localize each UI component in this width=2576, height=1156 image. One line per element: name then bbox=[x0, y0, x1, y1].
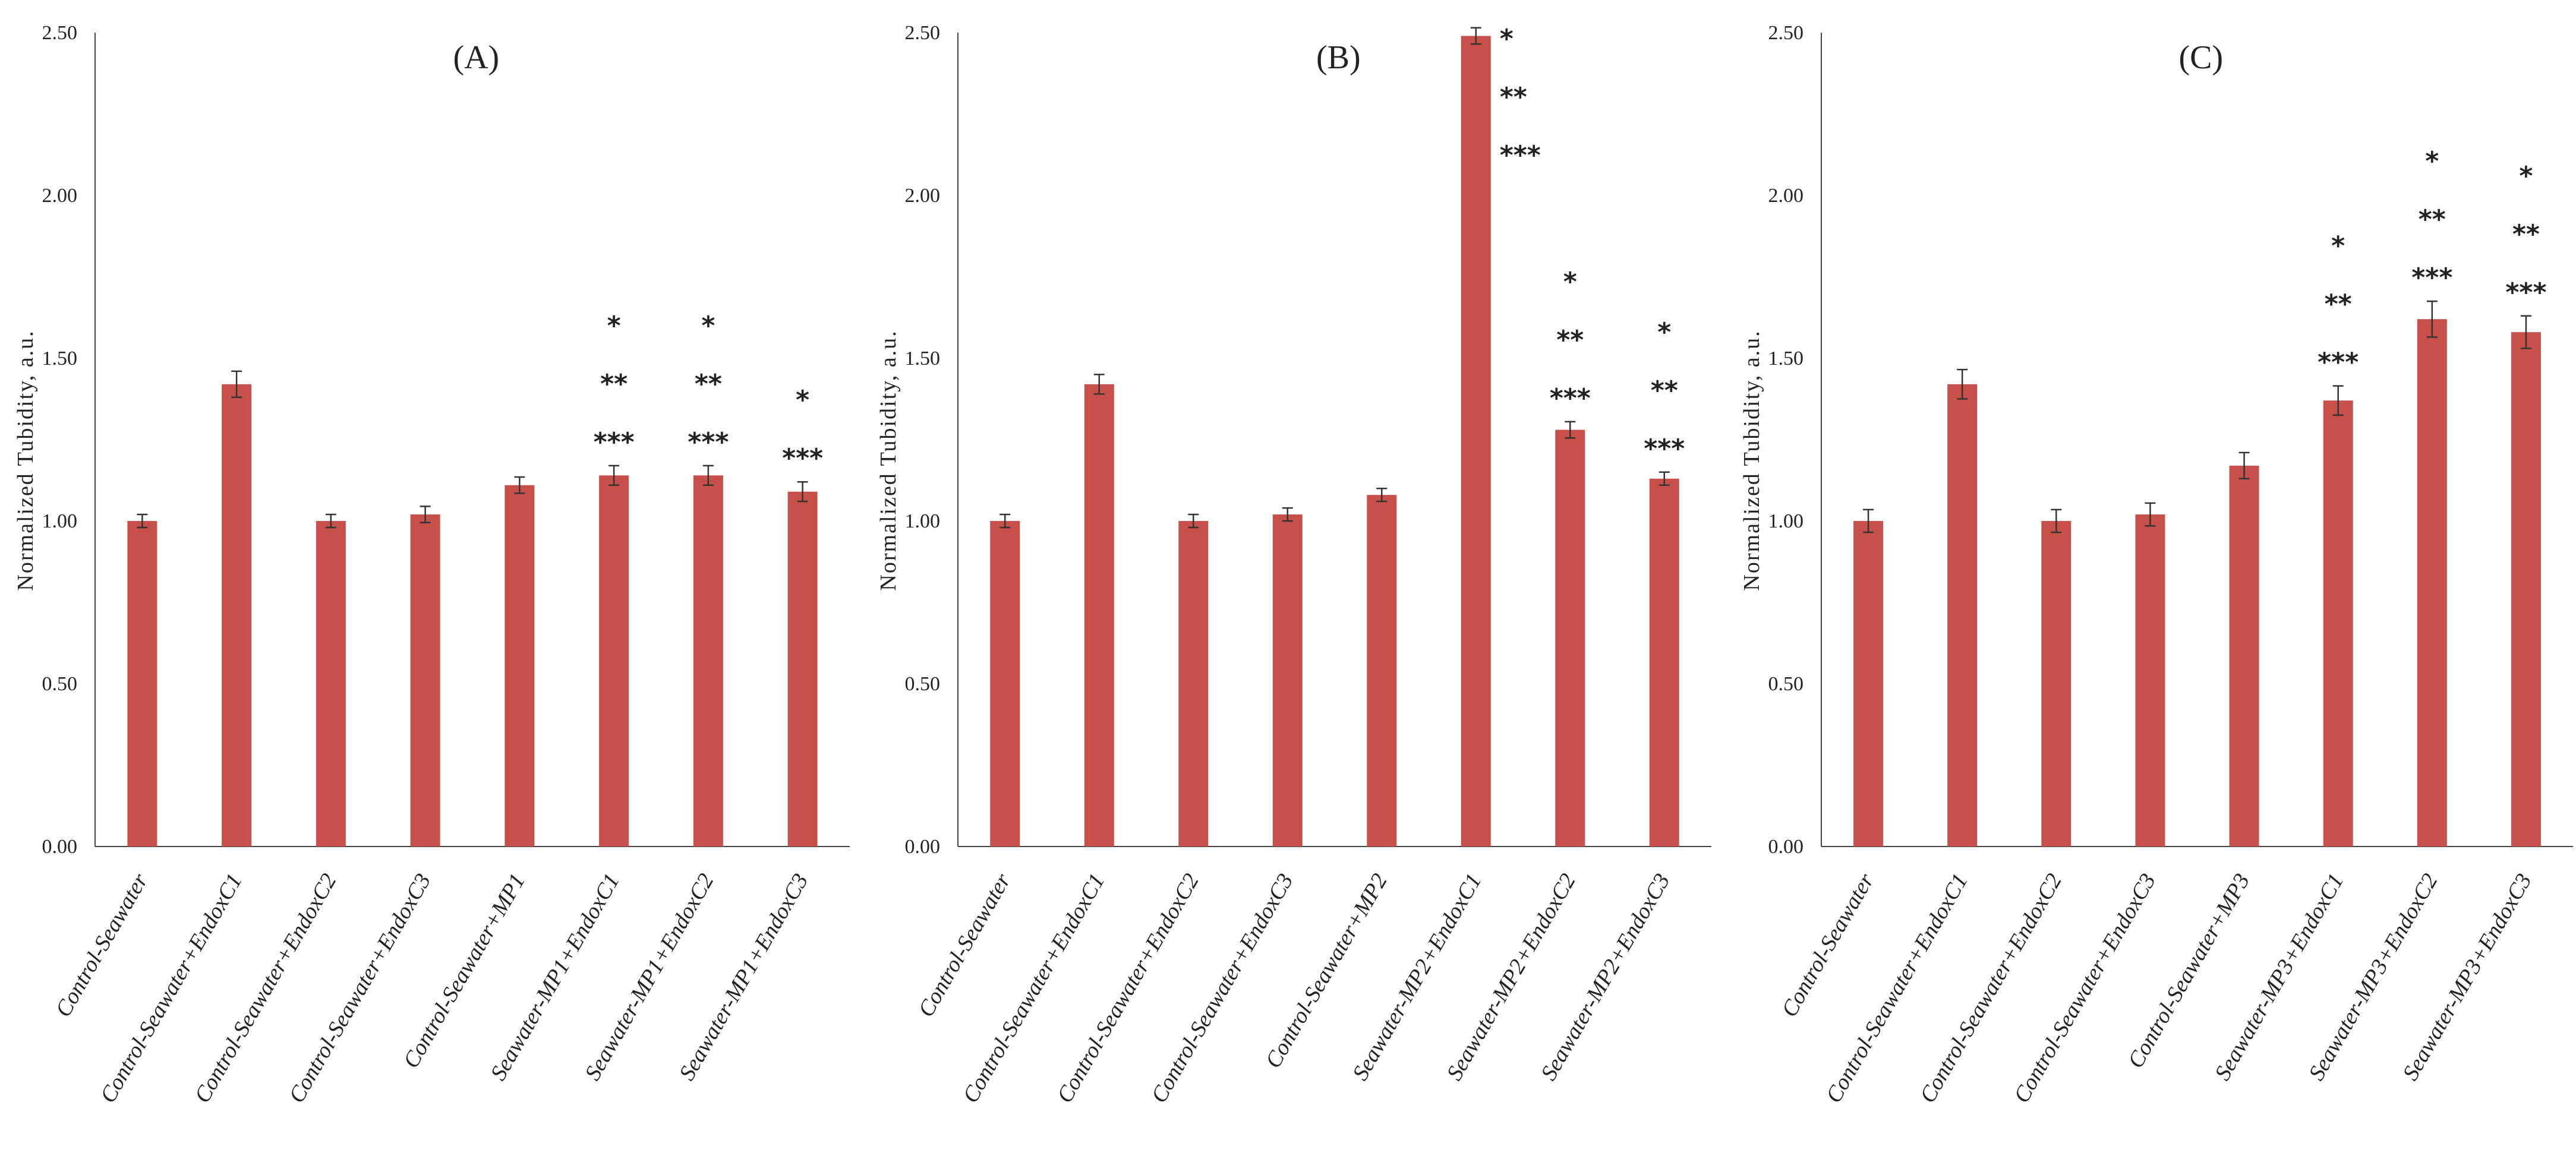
significance-marker: *** bbox=[2411, 263, 2452, 293]
y-tick-label: 0.50 bbox=[1768, 673, 1804, 695]
significance-marker: * bbox=[796, 385, 809, 415]
y-tick-label: 0.50 bbox=[42, 673, 78, 695]
y-tick-label: 2.00 bbox=[1768, 185, 1804, 207]
significance-marker: ** bbox=[600, 369, 628, 399]
chart-panel-3: 0.00 0.50 1.00 1.50 2.00 2.50 Normalized Tubid… bbox=[1739, 22, 2573, 1107]
bar bbox=[127, 521, 157, 847]
bar bbox=[2135, 514, 2165, 847]
bar bbox=[410, 514, 440, 847]
significance-marker: * bbox=[2425, 146, 2439, 176]
chart-panel-1: 0.00 0.50 1.00 1.50 2.00 2.50 Normalized Tubid… bbox=[13, 22, 850, 1107]
significance-marker: *** bbox=[2505, 277, 2546, 308]
significance-marker: ** bbox=[1556, 325, 1584, 355]
y-tick-label: 2.50 bbox=[1768, 22, 1804, 44]
significance-marker: * bbox=[2331, 231, 2345, 261]
bar bbox=[1555, 429, 1585, 847]
bar bbox=[1367, 495, 1397, 847]
significance-marker: ** bbox=[1651, 375, 1678, 406]
bar bbox=[1272, 514, 1303, 847]
bar bbox=[505, 485, 535, 847]
y-tick-label: 0.50 bbox=[905, 673, 941, 695]
bar bbox=[2041, 521, 2071, 847]
bar bbox=[990, 521, 1020, 847]
y-tick-label: 2.50 bbox=[42, 22, 78, 44]
bar bbox=[2511, 332, 2541, 847]
y-axis-label: Normalized Tubidity, a.u. bbox=[876, 330, 901, 590]
significance-marker: * bbox=[607, 311, 621, 341]
y-tick-label: 2.00 bbox=[42, 185, 78, 207]
bar bbox=[1461, 36, 1491, 847]
significance-marker: *** bbox=[1500, 140, 1541, 170]
y-tick-label: 1.00 bbox=[905, 510, 941, 532]
significance-marker: * bbox=[1500, 24, 1514, 54]
bar bbox=[1947, 384, 1978, 847]
y-tick-label: 2.00 bbox=[905, 185, 941, 207]
x-tick-label: Control-Seawater bbox=[51, 869, 153, 1021]
y-tick-label: 1.00 bbox=[42, 510, 78, 532]
y-axis-label: Normalized Tubidity, a.u. bbox=[13, 330, 38, 590]
y-tick-label: 0.00 bbox=[905, 836, 941, 858]
significance-marker: * bbox=[2519, 161, 2533, 191]
panel-title: (C) bbox=[2178, 39, 2223, 76]
significance-marker: *** bbox=[782, 443, 823, 473]
y-tick-label: 0.00 bbox=[42, 836, 78, 858]
y-tick-label: 1.50 bbox=[42, 348, 78, 369]
y-tick-label: 0.00 bbox=[1768, 836, 1804, 858]
bar bbox=[1178, 521, 1209, 847]
bar bbox=[316, 521, 346, 847]
significance-marker: *** bbox=[1550, 383, 1591, 413]
bar bbox=[222, 384, 252, 847]
bar bbox=[2323, 400, 2353, 847]
significance-marker: ** bbox=[695, 369, 722, 399]
y-tick-label: 1.00 bbox=[1768, 510, 1804, 532]
y-tick-label: 1.50 bbox=[1768, 348, 1804, 369]
significance-marker: * bbox=[701, 311, 715, 341]
y-tick-label: 2.50 bbox=[905, 22, 941, 44]
y-axis-label: Normalized Tubidity, a.u. bbox=[1739, 330, 1764, 590]
bar bbox=[1649, 478, 1679, 847]
y-tick-label: 1.50 bbox=[905, 348, 941, 369]
bar bbox=[2229, 465, 2259, 847]
significance-marker: *** bbox=[2318, 348, 2359, 378]
significance-marker: ** bbox=[2419, 204, 2446, 235]
bar bbox=[787, 491, 818, 847]
significance-marker: * bbox=[1563, 267, 1577, 297]
significance-marker: ** bbox=[1500, 82, 1527, 112]
significance-marker: *** bbox=[1644, 434, 1685, 464]
x-tick-label: Control-Seawater bbox=[913, 869, 1016, 1021]
significance-marker: *** bbox=[594, 427, 635, 457]
bar bbox=[1853, 521, 1884, 847]
bar bbox=[599, 475, 629, 847]
panel-title: (A) bbox=[453, 39, 499, 76]
bar bbox=[1084, 384, 1114, 847]
x-tick-label: Control-Seawater bbox=[1777, 869, 1879, 1021]
significance-marker: ** bbox=[2325, 289, 2352, 320]
panel-title: (B) bbox=[1316, 39, 1361, 76]
bar bbox=[2417, 319, 2447, 847]
bar bbox=[693, 475, 723, 847]
significance-marker: ** bbox=[2512, 219, 2540, 249]
significance-marker: * bbox=[1657, 317, 1671, 348]
chart-panel-2: 0.00 0.50 1.00 1.50 2.00 2.50 Normalized Tubid… bbox=[876, 22, 1711, 1107]
significance-marker: *** bbox=[688, 427, 729, 457]
